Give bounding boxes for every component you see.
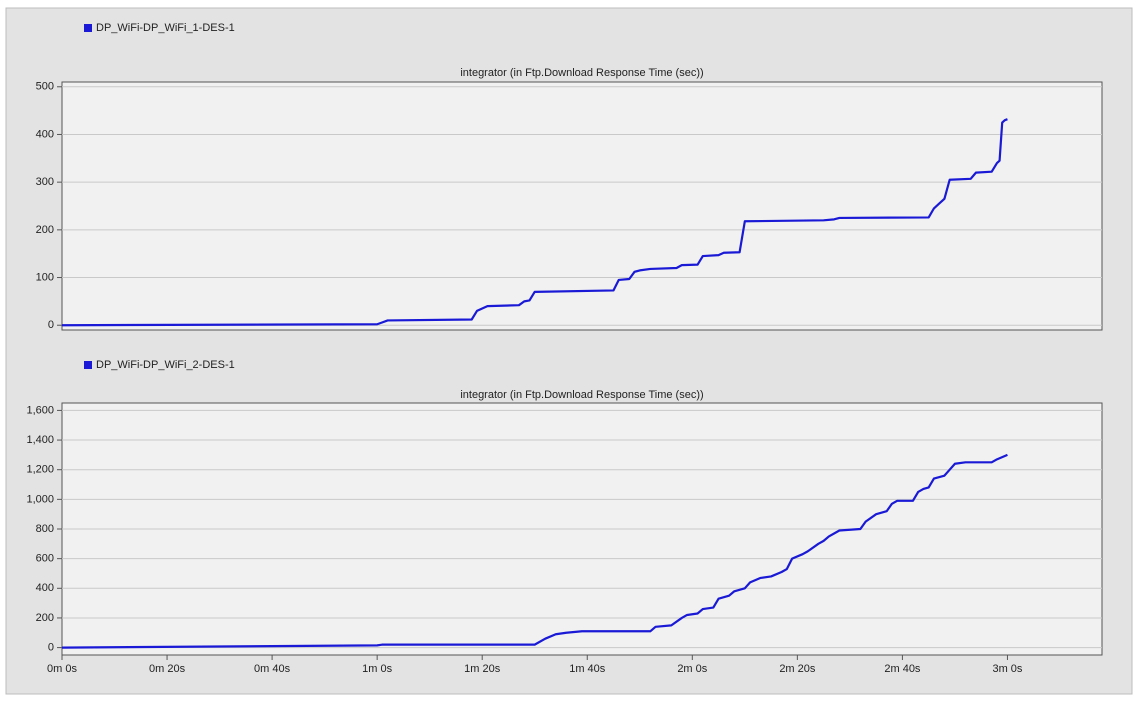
x-tick-label: 2m 40s [884, 663, 921, 675]
x-tick-label: 1m 20s [464, 663, 501, 675]
x-tick-label: 0m 40s [254, 663, 291, 675]
x-tick-label: 0m 0s [47, 663, 77, 675]
y-tick-label: 800 [36, 523, 54, 535]
y-tick-label: 400 [36, 128, 54, 140]
legend-label: DP_WiFi-DP_WiFi_1-DES-1 [96, 22, 235, 34]
y-tick-label: 100 [36, 271, 54, 283]
y-tick-label: 600 [36, 553, 54, 565]
y-tick-label: 0 [48, 641, 54, 653]
x-tick-label: 0m 20s [149, 663, 186, 675]
legend-swatch [84, 361, 92, 369]
y-tick-label: 1,400 [26, 434, 54, 446]
y-tick-label: 500 [36, 81, 54, 93]
data-line [61, 118, 1008, 327]
x-tick-label: 2m 20s [779, 663, 816, 675]
y-tick-label: 0 [48, 319, 54, 331]
legend-label: DP_WiFi-DP_WiFi_2-DES-1 [96, 359, 235, 371]
x-tick-label: 1m 0s [362, 663, 392, 675]
y-tick-label: 1,600 [26, 404, 54, 416]
y-tick-label: 300 [36, 176, 54, 188]
x-tick-label: 1m 40s [569, 663, 606, 675]
plot-area [61, 81, 1103, 331]
legend-swatch [84, 24, 92, 32]
chart-title: integrator (in Ftp.Download Response Tim… [460, 389, 703, 401]
y-tick-label: 200 [36, 612, 54, 624]
y-tick-label: 200 [36, 224, 54, 236]
chart-title: integrator (in Ftp.Download Response Tim… [460, 67, 703, 79]
x-tick-label: 3m 0s [992, 663, 1022, 675]
y-tick-label: 400 [36, 582, 54, 594]
x-tick-label: 2m 0s [677, 663, 707, 675]
y-tick-label: 1,000 [26, 493, 54, 505]
data-line [61, 453, 1008, 649]
y-tick-label: 1,200 [26, 464, 54, 476]
